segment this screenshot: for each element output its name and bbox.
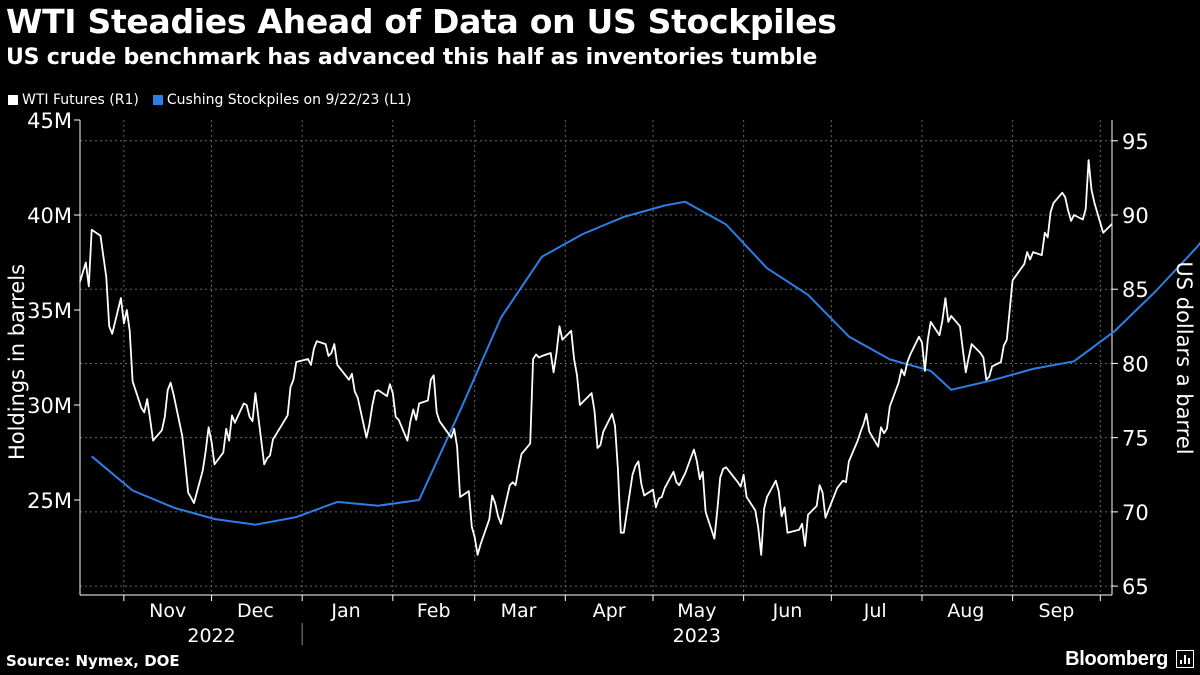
y-axis-label-left: Holdings in barrels <box>5 264 29 460</box>
legend-swatch-wti <box>8 95 18 105</box>
wti-futures-line <box>79 159 1113 556</box>
year-label: 2023 <box>673 625 721 647</box>
x-tick-label: Jun <box>772 600 803 622</box>
right-tick-label: 70 <box>1122 501 1149 525</box>
y-axis-label-right: US dollars a barrel <box>1172 261 1196 454</box>
right-tick-label: 75 <box>1122 427 1149 451</box>
cushing-stockpiles-line <box>91 200 1200 526</box>
x-tick-label: Jan <box>330 600 360 622</box>
brand-logo: Bloomberg <box>1065 648 1168 670</box>
legend: WTI Futures (R1) Cushing Stockpiles on 9… <box>8 92 426 108</box>
x-tick-label: Apr <box>593 600 626 622</box>
x-tick-label: Aug <box>947 600 984 622</box>
x-tick-label: Mar <box>501 600 537 622</box>
chart-subtitle: US crude benchmark has advanced this hal… <box>6 45 818 70</box>
legend-item-wti: WTI Futures (R1) <box>8 92 139 108</box>
source-note: Source: Nymex, DOE <box>6 652 180 670</box>
year-label: 2022 <box>187 625 235 647</box>
chart-title: WTI Steadies Ahead of Data on US Stockpi… <box>6 2 837 41</box>
left-tick-label: 35M <box>27 299 72 323</box>
series-layer <box>79 159 1200 556</box>
right-tick-label: 95 <box>1122 130 1149 154</box>
gridlines <box>80 120 1112 595</box>
legend-label-wti: WTI Futures (R1) <box>22 92 139 108</box>
legend-swatch-cushing <box>152 95 163 105</box>
legend-item-cushing: Cushing Stockpiles on 9/22/23 (L1) <box>152 92 412 108</box>
x-tick-label: Dec <box>237 600 274 622</box>
right-tick-label: 65 <box>1122 575 1149 599</box>
left-tick-label: 30M <box>27 394 72 418</box>
x-tick-label: Sep <box>1039 600 1075 622</box>
right-tick-label: 80 <box>1122 352 1149 376</box>
right-tick-label: 90 <box>1122 204 1149 228</box>
left-tick-label: 25M <box>27 489 72 513</box>
left-tick-label: 40M <box>27 204 72 228</box>
x-tick-label: Jul <box>863 600 887 622</box>
right-tick-label: 85 <box>1122 278 1149 302</box>
terminal-icon <box>1176 650 1194 668</box>
legend-label-cushing: Cushing Stockpiles on 9/22/23 (L1) <box>166 92 412 108</box>
x-tick-label: Feb <box>417 600 451 622</box>
left-tick-label: 45M <box>27 109 72 133</box>
axes: 65 70 75 80 85 90 95 25M 30M 35M 40M 45M Nov Dec Jan Fe… <box>27 109 1149 647</box>
x-tick-label: May <box>677 600 716 622</box>
x-tick-label: Nov <box>149 600 186 622</box>
